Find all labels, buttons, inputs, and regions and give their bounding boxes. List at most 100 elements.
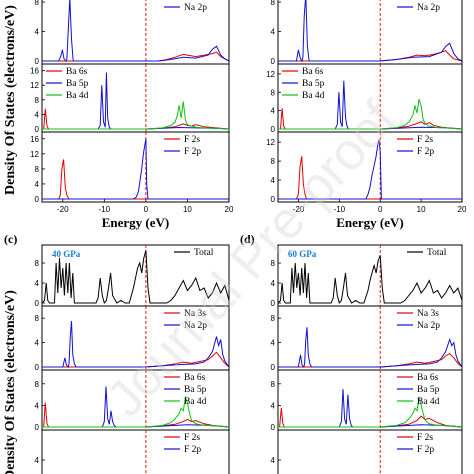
y-tick-label: 4 bbox=[271, 401, 276, 410]
subplot-c-0: 0 4 8 Total bbox=[35, 244, 230, 308]
series-line-f-2p bbox=[42, 138, 229, 200]
legend: Na 3s Na 2p bbox=[164, 0, 207, 13]
legend-label: F 2s bbox=[417, 433, 433, 443]
series-line-na-2p bbox=[278, 327, 463, 369]
legend-label: Na 3s bbox=[417, 309, 439, 319]
y-tick-label: 8 bbox=[271, 157, 276, 166]
series-line-ba-5p bbox=[278, 389, 463, 428]
y-tick-label: 4 bbox=[35, 401, 40, 410]
y-tick-label: 4 bbox=[35, 28, 40, 37]
legend-label: Ba 4d bbox=[66, 91, 89, 101]
legend-label: F 2p bbox=[417, 445, 434, 455]
y-tick-label: 4 bbox=[271, 279, 276, 288]
legend-label: Ba 4d bbox=[302, 91, 325, 101]
series-line-na-2p bbox=[42, 321, 230, 369]
legend: Total bbox=[407, 248, 447, 258]
series-line-ba-5p bbox=[42, 72, 230, 130]
legend: Total bbox=[174, 248, 214, 258]
subplot-c-1: 0 4 8 Na 3s Na 2p bbox=[35, 305, 230, 372]
y-tick-label: 8 bbox=[271, 380, 276, 389]
series-line-f-2s bbox=[42, 159, 229, 200]
y-tick-label: 12 bbox=[266, 70, 275, 79]
y-tick-label: 8 bbox=[35, 259, 40, 268]
legend: F 2s F 2p bbox=[397, 135, 434, 157]
x-tick-label: 10 bbox=[417, 205, 426, 214]
legend-label: F 2s bbox=[417, 135, 433, 145]
legend: Ba 6s Ba 5p Ba 4d bbox=[282, 67, 325, 101]
y-tick-label: 0 bbox=[35, 299, 40, 308]
x-tick-label: 0 bbox=[378, 205, 383, 214]
legend-label: Na 3s bbox=[184, 0, 206, 1]
legend-label: Ba 5p bbox=[417, 385, 440, 395]
legend-label: Total bbox=[194, 248, 214, 258]
x-axis-label: Energy (eV) bbox=[102, 215, 170, 230]
series-line-f-2s bbox=[278, 156, 462, 200]
series-line-f-2p bbox=[278, 139, 462, 200]
y-tick-label: 16 bbox=[30, 67, 39, 76]
subplot-a-2: 0 4 8 12 16 F 2s F 2p bbox=[30, 131, 230, 204]
y-tick-label: 4 bbox=[271, 176, 276, 185]
y-tick-label: 0 bbox=[271, 423, 276, 432]
legend-label: F 2s bbox=[184, 433, 200, 443]
series-line-na-2p bbox=[278, 0, 463, 63]
legend: F 2s F 2p bbox=[164, 433, 201, 455]
y-tick-label: 8 bbox=[35, 96, 40, 105]
legend-label: Ba 4d bbox=[417, 397, 440, 407]
legend-label: Ba 5p bbox=[184, 385, 207, 395]
subplot-d-1: 0 4 8 Na 3s Na 2p bbox=[271, 305, 463, 372]
y-tick-label: 8 bbox=[271, 88, 276, 97]
legend-label: Ba 6s bbox=[417, 373, 439, 383]
series-line-ba-6s bbox=[278, 108, 463, 130]
subplot-b-2: 0 4 8 12 F 2s F 2p bbox=[266, 131, 463, 204]
legend: Na 3s Na 2p bbox=[397, 0, 440, 13]
y-tick-label: 0 bbox=[271, 363, 276, 372]
y-tick-label: 4 bbox=[35, 456, 40, 465]
x-tick-label: 0 bbox=[144, 205, 149, 214]
series-line-ba-5p bbox=[42, 386, 230, 428]
x-axis-label: Energy (eV) bbox=[336, 215, 404, 230]
y-tick-label: 4 bbox=[271, 339, 276, 348]
legend-label: Ba 6s bbox=[184, 373, 206, 383]
legend: Na 3s Na 2p bbox=[164, 309, 207, 331]
legend-label: Ba 6s bbox=[66, 67, 88, 77]
y-tick-label: 0 bbox=[271, 195, 276, 204]
y-axis-label: Density Of States (electrons/eV) bbox=[3, 5, 18, 195]
legend-label: F 2p bbox=[184, 445, 201, 455]
subplot-c-2: 0 4 8 Ba 6s Ba 5p Ba 4d bbox=[35, 369, 230, 432]
legend-label: Na 2p bbox=[417, 3, 440, 13]
y-tick-label: 0 bbox=[35, 423, 40, 432]
pressure-label: 60 GPa bbox=[288, 249, 317, 259]
y-tick-label: 8 bbox=[35, 314, 40, 323]
y-tick-label: 0 bbox=[271, 125, 276, 134]
y-tick-label: 8 bbox=[35, 165, 40, 174]
y-tick-label: 4 bbox=[271, 107, 276, 116]
legend-label: Na 2p bbox=[184, 3, 207, 13]
y-tick-label: 4 bbox=[271, 28, 276, 37]
legend: Ba 6s Ba 5p Ba 4d bbox=[46, 67, 89, 101]
x-tick-label: 20 bbox=[225, 205, 234, 214]
subplot-c-3: 04F 2sF 2p bbox=[35, 429, 230, 474]
y-tick-label: 4 bbox=[35, 180, 40, 189]
y-tick-label: 4 bbox=[271, 456, 276, 465]
y-tick-label: 0 bbox=[35, 363, 40, 372]
y-tick-label: 8 bbox=[271, 259, 276, 268]
legend-label: Ba 6s bbox=[302, 67, 324, 77]
series-line-na-2p bbox=[42, 0, 230, 62]
x-tick-label: 20 bbox=[458, 205, 467, 214]
y-tick-label: 4 bbox=[35, 339, 40, 348]
subplot-a-0: 0 4 8 Na 3s Na 2p bbox=[35, 0, 230, 66]
series-line-ba-4d bbox=[42, 101, 230, 130]
legend-label: Na 2p bbox=[417, 321, 440, 331]
x-tick-label: -10 bbox=[334, 205, 346, 214]
x-tick-label: -20 bbox=[293, 205, 305, 214]
series-line-ba-5p bbox=[278, 80, 463, 130]
x-tick-label: -20 bbox=[57, 205, 69, 214]
series-line-total bbox=[277, 255, 463, 305]
series-line-ba-4d bbox=[42, 395, 230, 428]
y-tick-label: 8 bbox=[271, 0, 276, 7]
legend-label: F 2p bbox=[417, 147, 434, 157]
subplot-d-3: 04F 2sF 2p bbox=[271, 429, 463, 474]
